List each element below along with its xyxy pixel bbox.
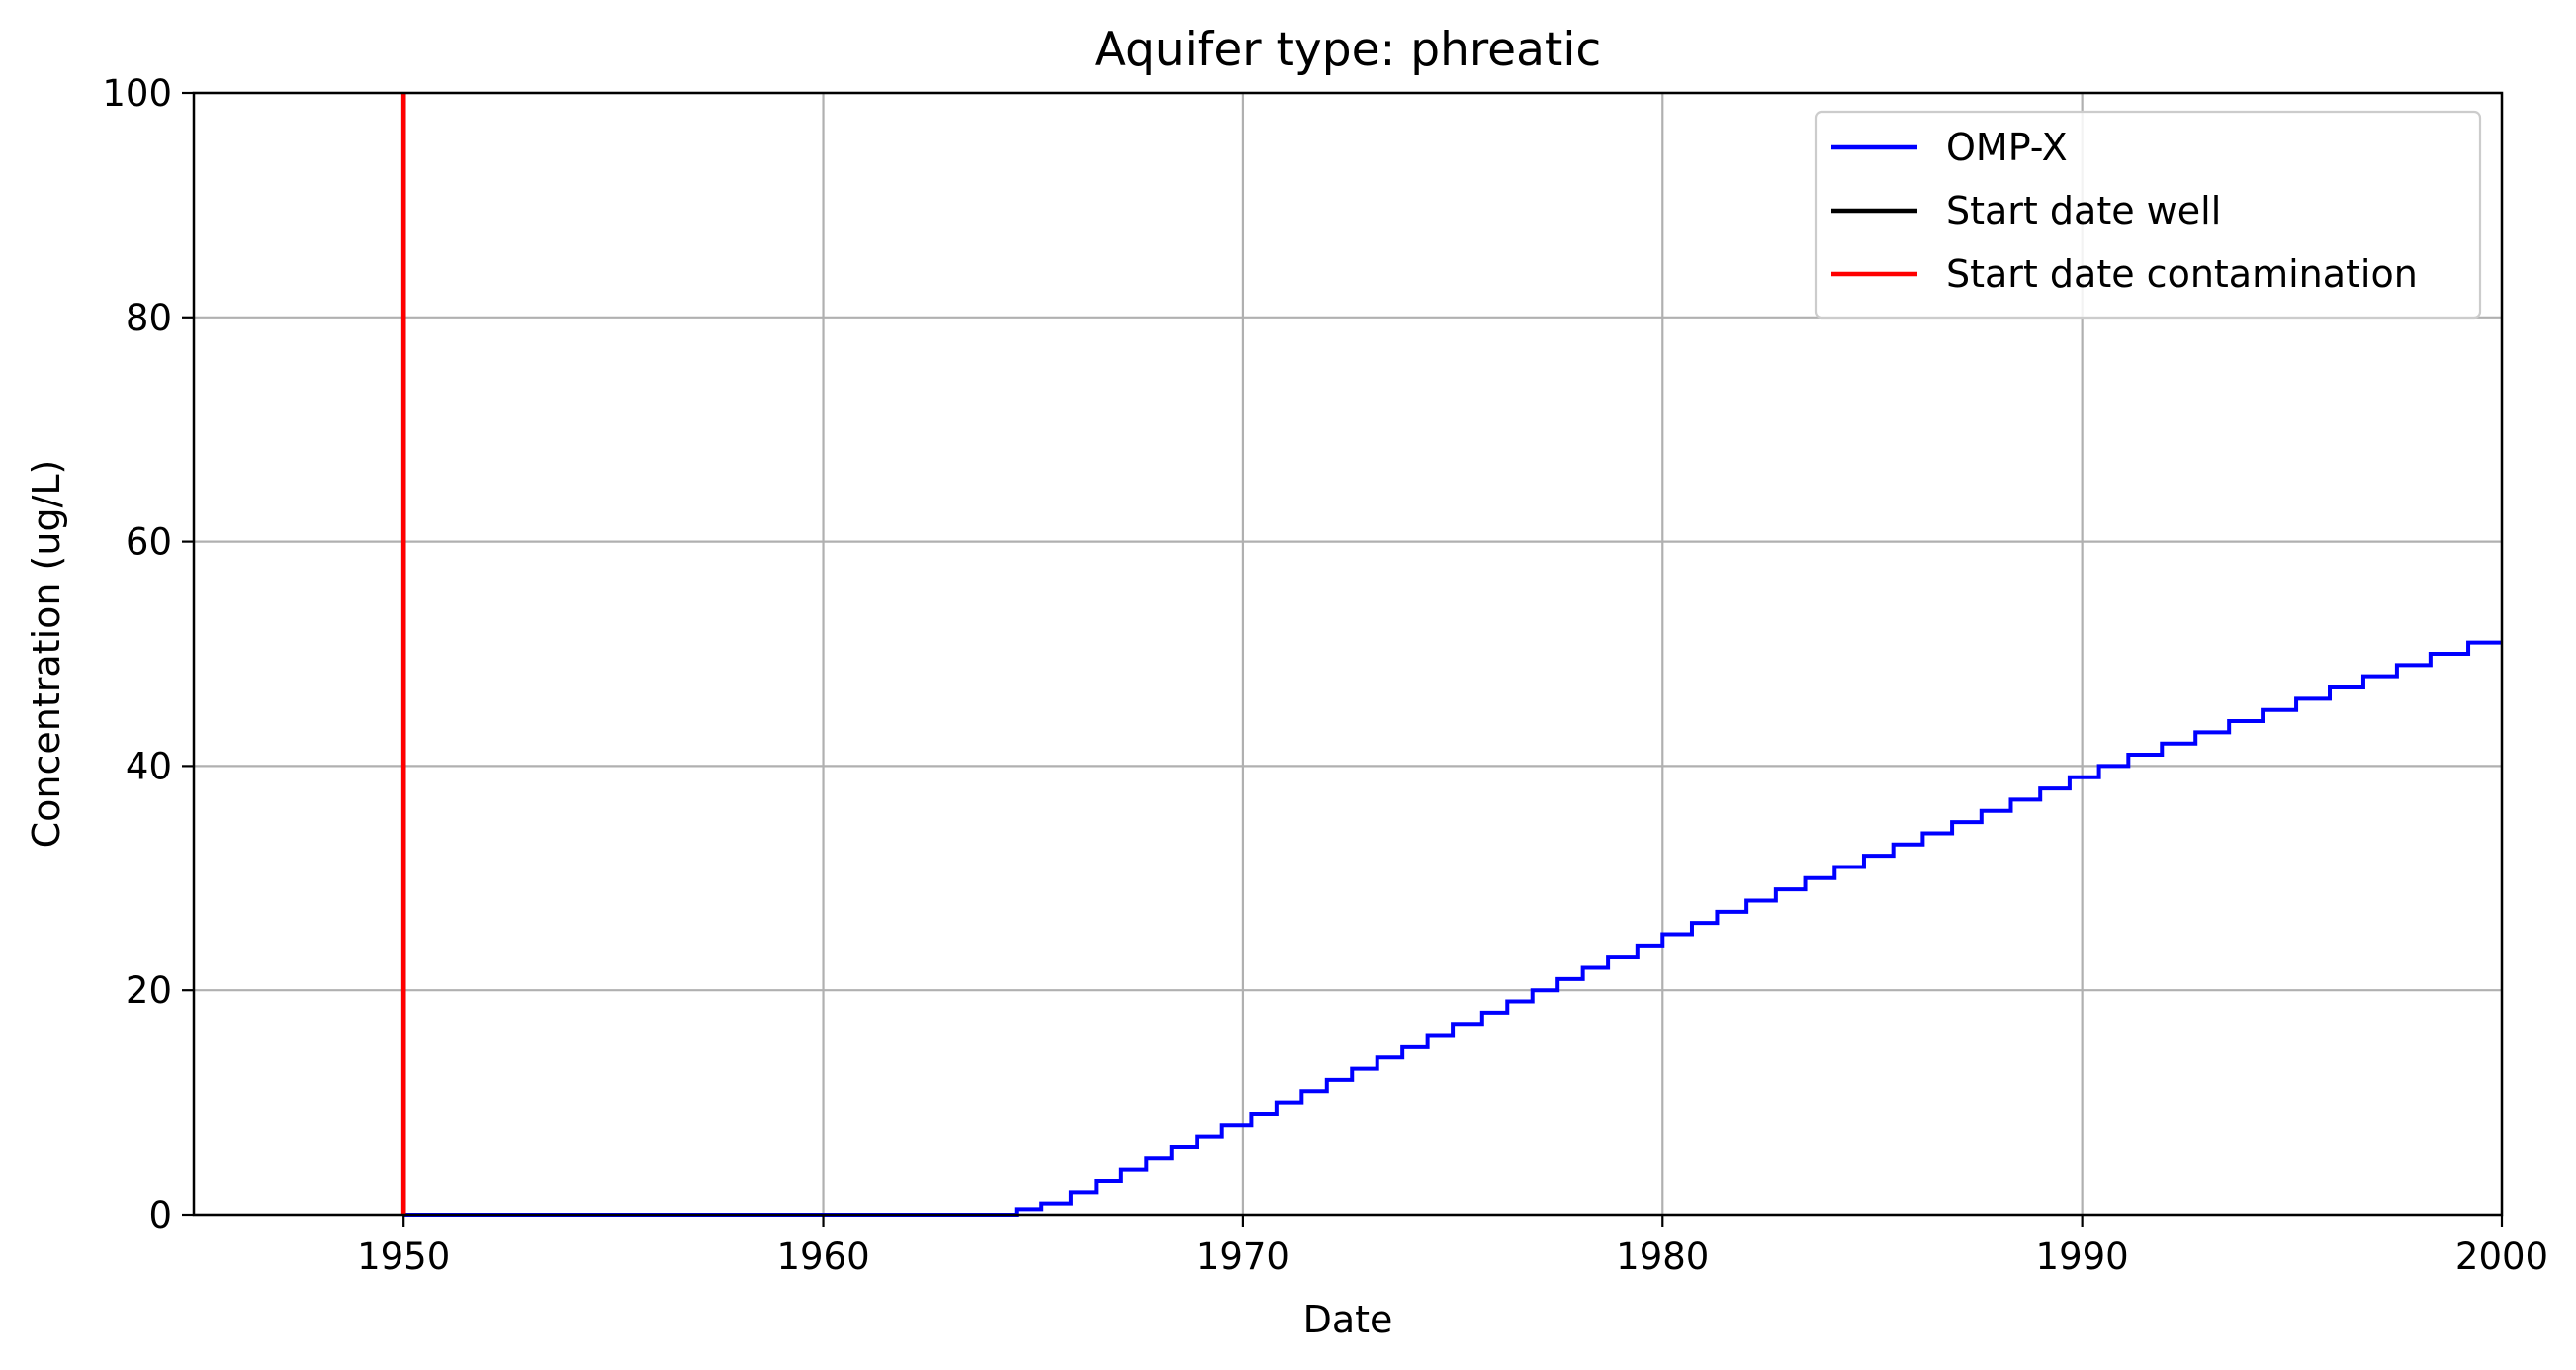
plot-frame <box>192 91 2504 1217</box>
legend-box <box>1814 110 2482 320</box>
legend-label: Start date well <box>1946 189 2221 232</box>
y-tick-label: 100 <box>102 72 172 115</box>
y-tick-label: 80 <box>126 297 172 339</box>
series-layer <box>400 93 2502 1217</box>
x-tick-label: 1960 <box>776 1235 869 1278</box>
chart-title: Aquifer type: phreatic <box>1095 23 1601 77</box>
x-tick-label: 1970 <box>1197 1235 1289 1278</box>
ticks: 1950 1960 1970 1980 1990 2000 0 20 40 60 80 100 <box>102 72 2548 1278</box>
y-tick-label: 60 <box>126 521 172 564</box>
x-tick-label: 1990 <box>2036 1235 2129 1278</box>
y-tick-label: 40 <box>126 745 172 787</box>
x-tick-label: 2000 <box>2455 1235 2548 1278</box>
legend-label: OMP-X <box>1946 126 2068 169</box>
legend-label: Start date contamination <box>1946 252 2418 296</box>
x-axis-label: Date <box>1303 1298 1393 1341</box>
x-tick-label: 1980 <box>1616 1235 1709 1278</box>
y-tick-label: 0 <box>148 1194 172 1236</box>
x-tick-label: 1950 <box>357 1235 450 1278</box>
y-axis-label: Concentration (ug/L) <box>25 460 68 849</box>
series-line-omp-x <box>403 640 2502 1217</box>
legend: OMP-X Start date well Start date contamina… <box>1814 110 2482 320</box>
y-tick-label: 20 <box>126 969 172 1012</box>
